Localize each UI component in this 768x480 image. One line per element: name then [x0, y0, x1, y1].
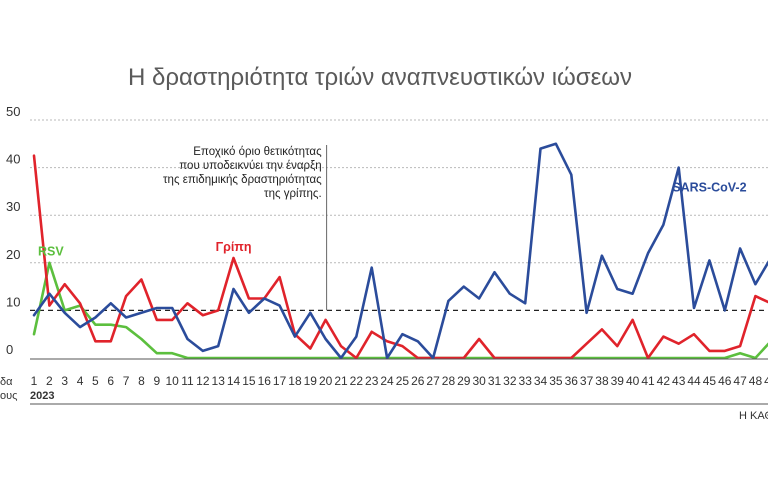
x-tick-label: 21 — [334, 374, 348, 388]
x-tick-label: 23 — [365, 374, 379, 388]
x-tick-label: 38 — [595, 374, 609, 388]
x-tick-label: 28 — [442, 374, 456, 388]
x-tick-label: 40 — [626, 374, 640, 388]
x-tick-label: 45 — [703, 374, 717, 388]
x-tick-label: 3 — [61, 374, 68, 388]
x-tick-label: 31 — [488, 374, 502, 388]
annotation-line: της γρίπης. — [264, 188, 322, 200]
x-tick-label: 36 — [565, 374, 579, 388]
x-tick-label: 44 — [687, 374, 701, 388]
x-tick-label: 47 — [733, 374, 747, 388]
x-tick-label: 46 — [718, 374, 732, 388]
x-tick-label: 33 — [519, 374, 533, 388]
x-tick-label: 25 — [396, 374, 410, 388]
credit: Η ΚΑΘΗ — [739, 410, 768, 422]
x-tick-label: 29 — [457, 374, 471, 388]
y-tick-label: 10 — [6, 294, 20, 309]
annotation-line: της επιδημικής δραστηριότητας — [163, 174, 322, 186]
x-tick-label: 8 — [138, 374, 145, 388]
x-tick-label: 17 — [273, 374, 287, 388]
year-label: 2023 — [30, 390, 54, 402]
x-tick-label: 18 — [288, 374, 302, 388]
series-labels: SARS-CoV-2 Γρίπη RSV — [38, 180, 747, 258]
x-tick-label: 43 — [672, 374, 686, 388]
x-tick-label: 27 — [426, 374, 440, 388]
x-axis-word-2: ους — [0, 390, 17, 402]
y-axis-tick-labels: 0 10 20 30 40 50 — [6, 104, 20, 357]
x-tick-label: 32 — [503, 374, 517, 388]
x-tick-label: 15 — [242, 374, 256, 388]
x-axis-tick-labels: 1 2 3 4 5 6 7 8 9 10 11 12 13 14 15 16 17 18 19 20 21 22 23 24 2… — [31, 374, 768, 388]
x-tick-label: 20 — [319, 374, 333, 388]
x-tick-label: 9 — [153, 374, 160, 388]
y-tick-label: 20 — [6, 247, 20, 262]
x-tick-label: 5 — [92, 374, 99, 388]
series-line-Γρίπη — [32, 154, 768, 360]
series-label: RSV — [38, 245, 64, 259]
series-lines — [32, 142, 768, 360]
x-tick-label: 22 — [350, 374, 364, 388]
x-tick-label: 16 — [258, 374, 272, 388]
y-tick-label: 0 — [6, 342, 13, 357]
grid-lines — [30, 119, 768, 264]
x-tick-label: 41 — [641, 374, 655, 388]
series-line-SARS-CoV-2 — [32, 142, 768, 360]
annotation-line: που υποδεικνύει την έναρξη — [179, 160, 321, 172]
x-tick-label: 10 — [165, 374, 179, 388]
x-tick-label: 37 — [580, 374, 594, 388]
annotation-line: Εποχικό όριο θετικότητας — [193, 146, 322, 158]
x-tick-label: 4 — [77, 374, 84, 388]
x-tick-label: 42 — [657, 374, 671, 388]
series-label: Γρίπη — [216, 240, 252, 254]
x-tick-label: 13 — [212, 374, 226, 388]
series-label: SARS-CoV-2 — [672, 180, 746, 194]
x-tick-label: 49 — [764, 374, 768, 388]
chart-title: Η δραστηριότητα τριών αναπνευστικών ιώσε… — [128, 64, 632, 91]
threshold-group: Εποχικό όριο θετικότητας που υποδεικνύει … — [30, 145, 768, 311]
x-tick-label: 26 — [411, 374, 425, 388]
x-tick-label: 7 — [123, 374, 130, 388]
y-tick-label: 40 — [6, 152, 20, 167]
x-tick-label: 19 — [304, 374, 318, 388]
y-tick-label: 50 — [6, 104, 20, 119]
x-tick-label: 24 — [380, 374, 394, 388]
x-axis-word-1: δα — [0, 376, 13, 388]
x-tick-label: 2 — [46, 374, 53, 388]
threshold-annotation: Εποχικό όριο θετικότητας που υποδεικνύει … — [163, 146, 322, 200]
x-tick-label: 6 — [107, 374, 114, 388]
x-tick-label: 12 — [196, 374, 210, 388]
x-tick-label: 30 — [472, 374, 486, 388]
y-tick-label: 30 — [6, 199, 20, 214]
x-tick-label: 48 — [749, 374, 763, 388]
x-tick-label: 39 — [611, 374, 625, 388]
x-tick-label: 11 — [181, 374, 194, 388]
x-tick-label: 35 — [549, 374, 563, 388]
x-tick-label: 34 — [534, 374, 548, 388]
x-tick-label: 1 — [31, 374, 38, 388]
x-tick-label: 14 — [227, 374, 241, 388]
